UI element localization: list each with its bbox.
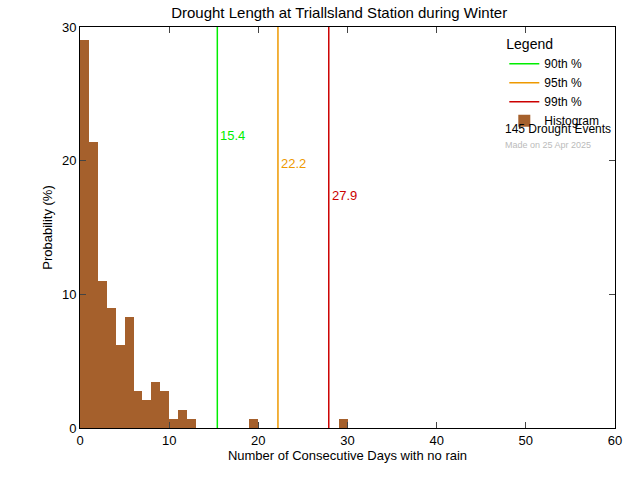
- svg-text:Made on 25 Apr 2025: Made on 25 Apr 2025: [505, 140, 591, 150]
- svg-text:27.9: 27.9: [332, 188, 357, 203]
- svg-text:Histogram: Histogram: [544, 114, 599, 128]
- svg-text:22.2: 22.2: [281, 156, 306, 171]
- svg-text:15.4: 15.4: [220, 128, 245, 143]
- svg-text:30: 30: [62, 20, 76, 35]
- svg-text:20: 20: [251, 433, 265, 448]
- svg-text:90th %: 90th %: [544, 57, 582, 71]
- svg-text:99th %: 99th %: [544, 95, 582, 109]
- svg-text:60: 60: [608, 433, 622, 448]
- svg-text:95th %: 95th %: [544, 76, 582, 90]
- svg-text:145 Drought Events: 145 Drought Events: [505, 122, 611, 136]
- svg-text:40: 40: [429, 433, 443, 448]
- svg-text:Legend: Legend: [506, 36, 553, 52]
- svg-text:30: 30: [340, 433, 354, 448]
- svg-text:20: 20: [62, 153, 76, 168]
- svg-text:10: 10: [62, 287, 76, 302]
- svg-text:10: 10: [162, 433, 176, 448]
- svg-text:0: 0: [69, 421, 76, 436]
- svg-text:0: 0: [76, 433, 83, 448]
- svg-text:Number of Consecutive Days wit: Number of Consecutive Days with no rain: [228, 448, 467, 463]
- svg-text:Drought Length at Triallsland: Drought Length at Triallsland Station du…: [171, 4, 507, 21]
- svg-text:Probability (%): Probability (%): [40, 185, 55, 270]
- svg-text:50: 50: [519, 433, 533, 448]
